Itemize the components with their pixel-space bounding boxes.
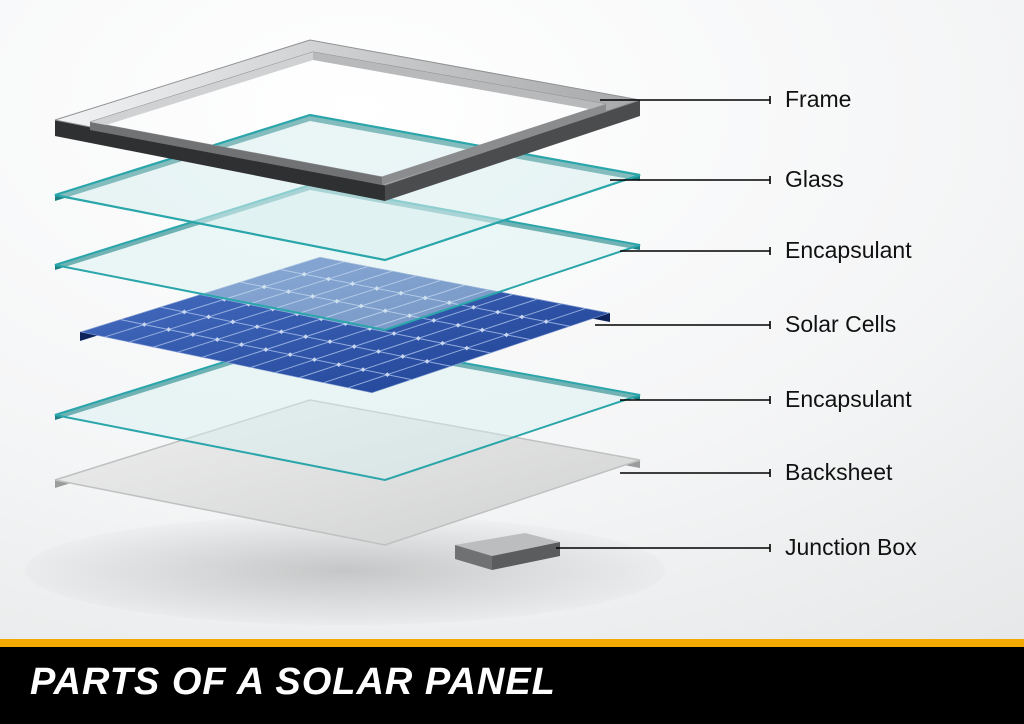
title-accent [0, 639, 1024, 647]
label-frame: Frame [785, 86, 851, 113]
leader-backsheet [620, 469, 770, 477]
label-solar-cells: Solar Cells [785, 311, 896, 338]
title-bar: PARTS OF A SOLAR PANEL [0, 639, 1024, 724]
label-encapsulant-1: Encapsulant [785, 237, 912, 264]
leaders [556, 96, 770, 552]
label-backsheet: Backsheet [785, 459, 892, 486]
label-glass: Glass [785, 166, 844, 193]
diagram-stage: Frame Glass Encapsulant Solar Cells Enca… [0, 0, 1024, 724]
label-junction-box: Junction Box [785, 534, 917, 561]
label-encapsulant-2: Encapsulant [785, 386, 912, 413]
leader-encap1 [620, 247, 770, 255]
leader-cells [595, 321, 770, 329]
leader-encap2 [620, 396, 770, 404]
title-text: PARTS OF A SOLAR PANEL [0, 647, 1024, 724]
